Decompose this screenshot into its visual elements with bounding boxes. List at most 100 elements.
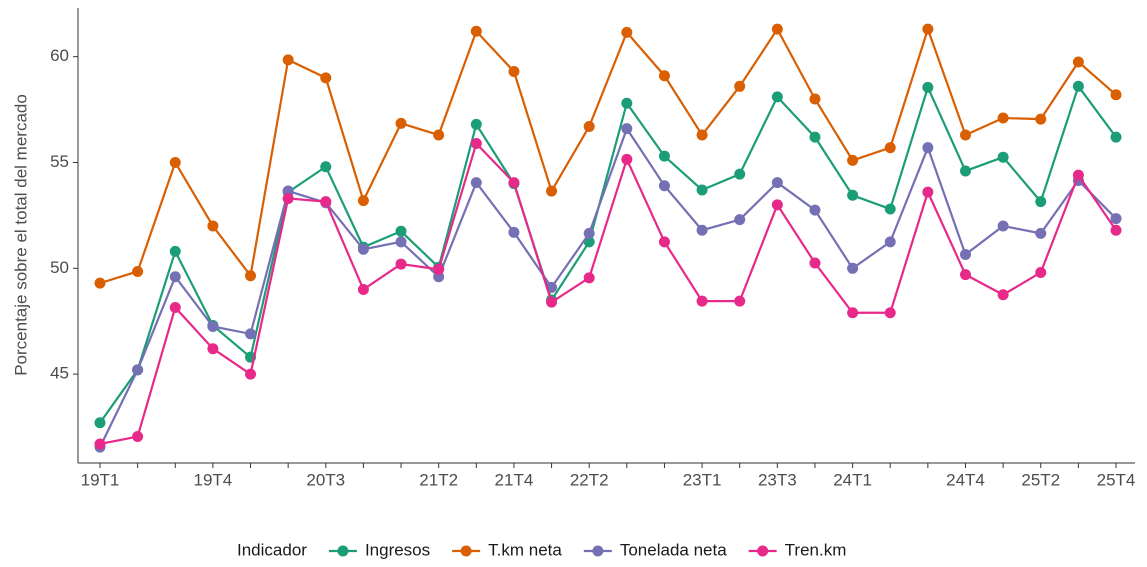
data-point [470, 177, 482, 189]
data-point [922, 81, 934, 93]
data-point [395, 236, 407, 248]
data-point [320, 161, 332, 173]
data-point [583, 272, 595, 284]
series-line [99, 25, 1117, 285]
data-point [734, 168, 746, 180]
data-point [847, 307, 859, 319]
x-tick-label: 21T2 [419, 470, 458, 489]
data-point [997, 289, 1009, 301]
data-point [1072, 80, 1084, 92]
data-point [809, 204, 821, 216]
data-point [132, 364, 144, 376]
data-point [433, 129, 445, 141]
data-point [847, 262, 859, 274]
data-point [94, 277, 106, 289]
data-point [282, 192, 294, 204]
data-point [169, 245, 181, 257]
data-point [847, 154, 859, 166]
data-point [470, 137, 482, 149]
data-point [282, 54, 294, 66]
data-point [997, 112, 1009, 124]
data-point [94, 438, 106, 450]
data-point [884, 142, 896, 154]
data-point [1110, 89, 1122, 101]
data-point [395, 225, 407, 237]
data-point [1035, 227, 1047, 239]
data-point [997, 220, 1009, 232]
data-point [959, 165, 971, 177]
data-point [809, 93, 821, 105]
data-point [658, 236, 670, 248]
data-point [771, 177, 783, 189]
data-point [847, 189, 859, 201]
data-point [395, 258, 407, 270]
data-point [245, 270, 257, 282]
x-tick-label: 25T2 [1021, 470, 1060, 489]
data-point [1110, 131, 1122, 143]
data-point [658, 180, 670, 192]
x-tick-label: 22T2 [570, 470, 609, 489]
data-point [132, 265, 144, 277]
data-point [696, 184, 708, 196]
data-point [621, 153, 633, 165]
data-point [658, 70, 670, 82]
series-line [99, 126, 1117, 448]
data-point [997, 151, 1009, 163]
x-tick-label: 24T1 [833, 470, 872, 489]
data-point [169, 271, 181, 283]
x-tick-label: 24T4 [946, 470, 985, 489]
data-point [959, 269, 971, 281]
data-point [357, 283, 369, 295]
x-tick-label: 25T4 [1097, 470, 1136, 489]
data-point [696, 224, 708, 236]
legend-label: T.km neta [488, 540, 562, 559]
data-point [508, 177, 520, 189]
data-point [245, 368, 257, 380]
data-point [922, 186, 934, 198]
data-point [734, 80, 746, 92]
data-point [1072, 56, 1084, 68]
data-point [508, 226, 520, 238]
data-point [1110, 224, 1122, 236]
series-line [99, 141, 1117, 446]
data-point [884, 307, 896, 319]
y-axis-label: Porcentaje sobre el total del mercado [11, 94, 30, 376]
x-tick-label: 19T4 [194, 470, 233, 489]
data-point [433, 263, 445, 275]
data-point [696, 295, 708, 307]
legend-label: Ingresos [365, 540, 430, 559]
data-point [734, 214, 746, 226]
data-point [1035, 267, 1047, 279]
data-point [809, 257, 821, 269]
data-point [621, 26, 633, 38]
data-point [207, 321, 219, 332]
data-point [922, 142, 934, 154]
data-point [1072, 169, 1084, 181]
data-point [1110, 213, 1122, 225]
legend-swatch [592, 545, 604, 557]
data-point [94, 417, 106, 429]
data-point [169, 156, 181, 168]
y-tick-label: 45 [50, 364, 69, 383]
legend: Indicador Ingresos T.km neta Tonelada neta… [237, 540, 846, 559]
legend-swatch [757, 545, 769, 557]
data-point [132, 431, 144, 443]
data-point [470, 25, 482, 37]
data-point [959, 249, 971, 261]
data-point [245, 328, 257, 340]
x-tick-label: 23T1 [683, 470, 722, 489]
data-point [207, 343, 219, 355]
series-line [99, 83, 1117, 424]
data-point [207, 220, 219, 232]
data-point [546, 185, 558, 197]
data-point [922, 23, 934, 35]
x-tick-label: 19T1 [81, 470, 120, 489]
data-point [621, 123, 633, 135]
data-point [771, 199, 783, 211]
data-point [1035, 113, 1047, 125]
data-point [470, 118, 482, 130]
legend-swatch [337, 545, 349, 557]
data-point [771, 91, 783, 103]
data-point [809, 131, 821, 143]
x-tick-label: 23T3 [758, 470, 797, 489]
